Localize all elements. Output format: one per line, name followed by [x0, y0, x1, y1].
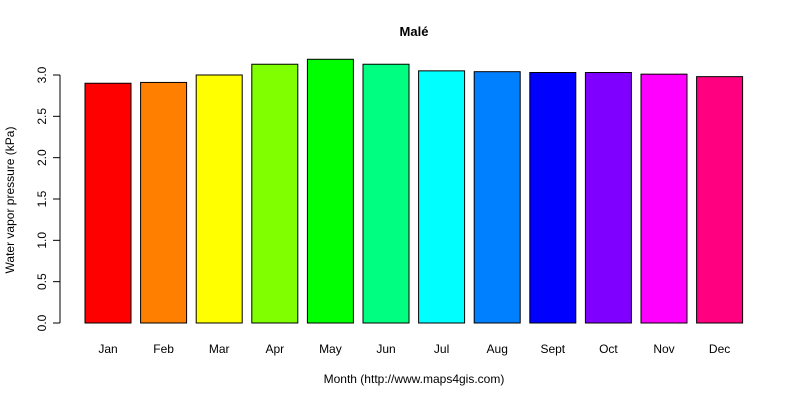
- bar-nov: [640, 73, 688, 324]
- bar-dec: [696, 76, 744, 324]
- bar-sept: [529, 72, 577, 324]
- x-tick-label: Dec: [709, 342, 730, 356]
- bar-jun: [362, 63, 410, 324]
- bar-feb: [140, 81, 188, 324]
- y-tick-label: 1.0: [35, 232, 49, 249]
- x-axis-label: Month (http://www.maps4gis.com): [324, 372, 505, 386]
- bar-may: [306, 58, 354, 324]
- y-tick-label: 2.5: [35, 108, 49, 125]
- x-tick-label: Jul: [434, 342, 449, 356]
- bars-group: [84, 58, 744, 324]
- x-tick-label: Feb: [153, 342, 174, 356]
- y-tick-label: 3.0: [35, 66, 49, 83]
- y-tick-label: 2.0: [35, 149, 49, 166]
- x-tick-label: Mar: [209, 342, 230, 356]
- y-tick-label: 0.5: [35, 273, 49, 290]
- bar-mar: [195, 74, 243, 324]
- x-tick-label: Nov: [653, 342, 674, 356]
- y-tick-label: 0.0: [35, 314, 49, 331]
- y-axis-label: Water vapor pressure (kPa): [3, 127, 17, 274]
- x-tick-label: Jan: [98, 342, 117, 356]
- bar-aug: [473, 71, 521, 324]
- y-axis: 0.0 0.5 1.0 1.5 2.0 2.5 3.0: [35, 66, 61, 331]
- bar-oct: [584, 72, 632, 324]
- y-tick-label: 1.5: [35, 190, 49, 207]
- x-tick-label: Sept: [540, 342, 565, 356]
- bar-apr: [251, 63, 299, 324]
- x-tick-label: Apr: [265, 342, 284, 356]
- x-tick-label: Oct: [599, 342, 618, 356]
- chart-title: Malé: [400, 24, 429, 39]
- x-tick-label: May: [319, 342, 342, 356]
- x-tick-label: Aug: [487, 342, 508, 356]
- bar-jul: [418, 70, 466, 324]
- x-tick-label: Jun: [376, 342, 395, 356]
- bar-jan: [84, 82, 132, 324]
- x-tick-labels: Jan Feb Mar Apr May Jun Jul Aug Sept Oct Nov Dec: [98, 342, 730, 356]
